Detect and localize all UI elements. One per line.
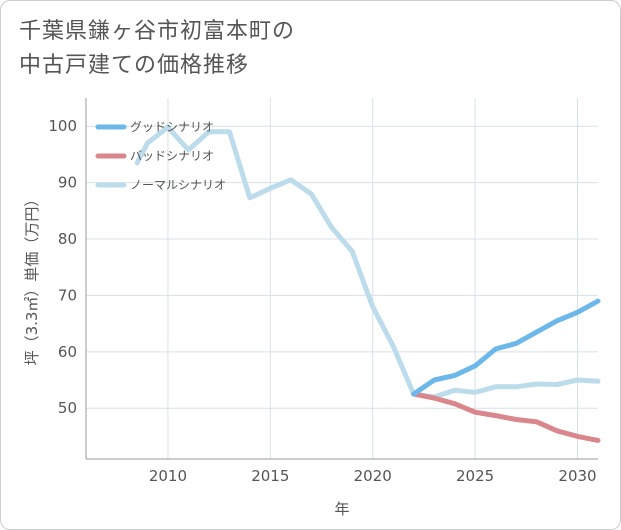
y-tick-label: 80 bbox=[58, 230, 77, 248]
x-tick-label: 2030 bbox=[558, 467, 596, 485]
chart-title-line-1: 千葉県鎌ヶ谷市初富本町の bbox=[19, 19, 296, 44]
legend-label: ノーマルシナリオ bbox=[130, 178, 226, 192]
tick-labels: 2010 2015 2020 2025 2030 50 60 70 80 90 100 bbox=[48, 117, 596, 485]
y-tick-label: 90 bbox=[58, 174, 77, 192]
y-tick-label: 60 bbox=[58, 343, 77, 361]
chart-title: 千葉県鎌ヶ谷市初富本町の 中古戸建ての価格推移 bbox=[19, 15, 295, 83]
series-lines bbox=[134, 124, 601, 443]
x-tick-label: 2015 bbox=[251, 467, 289, 485]
y-axis-label: 坪（3.3㎡）単価（万円） bbox=[23, 192, 41, 366]
legend-label: グッドシナリオ bbox=[130, 120, 214, 134]
x-axis-label: 年 bbox=[334, 500, 349, 518]
x-tick-label: 2010 bbox=[149, 467, 187, 485]
y-tick-label: 50 bbox=[58, 399, 77, 417]
x-tick-label: 2025 bbox=[456, 467, 494, 485]
series-line-good bbox=[411, 298, 601, 397]
x-tick-label: 2020 bbox=[354, 467, 392, 485]
grid-lines bbox=[86, 98, 598, 459]
axes bbox=[85, 98, 598, 460]
series-line-normal bbox=[134, 124, 601, 400]
legend-label: バッドシナリオ bbox=[130, 149, 214, 163]
y-tick-label: 100 bbox=[48, 117, 77, 135]
y-tick-label: 70 bbox=[58, 286, 77, 304]
series-line-bad bbox=[411, 391, 601, 443]
chart-title-line-2: 中古戸建ての価格推移 bbox=[19, 53, 250, 78]
